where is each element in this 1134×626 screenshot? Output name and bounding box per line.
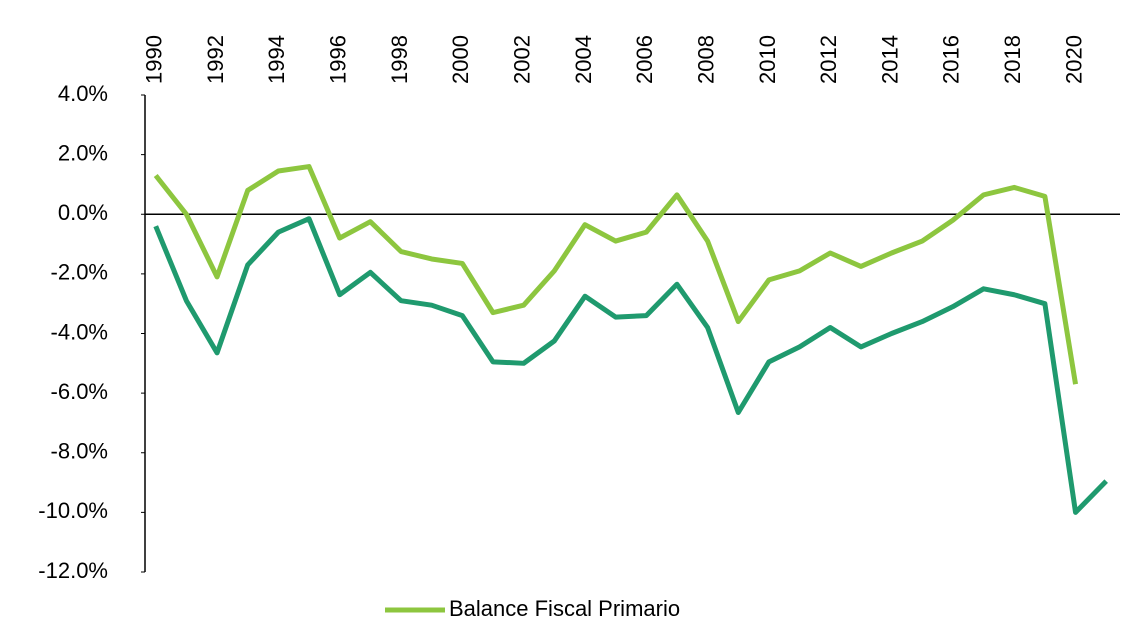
x-tick-label: 2018 — [1000, 35, 1025, 84]
x-tick-label: 2002 — [509, 35, 534, 84]
y-tick-label: -4.0% — [51, 319, 108, 344]
y-tick-label: 0.0% — [58, 200, 108, 225]
x-tick-label: 2014 — [877, 35, 902, 84]
x-tick-label: 2020 — [1061, 35, 1086, 84]
series-line — [153, 164, 1079, 385]
y-tick-label: -12.0% — [38, 558, 108, 583]
y-tick-label: 2.0% — [58, 140, 108, 165]
x-tick-label: 1992 — [203, 35, 228, 84]
x-tick-label: 1996 — [326, 35, 351, 84]
x-tick-label: 2000 — [448, 35, 473, 84]
x-tick-label: 1998 — [387, 35, 412, 84]
x-tick-label: 2010 — [755, 35, 780, 84]
x-tick-label: 2006 — [632, 35, 657, 84]
x-tick-label: 2016 — [939, 35, 964, 84]
x-tick-label: 1990 — [142, 35, 167, 84]
x-tick-label: 2004 — [571, 35, 596, 84]
y-tick-label: -10.0% — [38, 498, 108, 523]
y-tick-label: -6.0% — [51, 379, 108, 404]
legend-label: Balance Fiscal Primario — [449, 596, 680, 621]
x-tick-label: 1994 — [264, 35, 289, 84]
y-tick-label: 4.0% — [58, 81, 108, 106]
y-tick-label: -8.0% — [51, 439, 108, 464]
y-tick-label: -2.0% — [51, 260, 108, 285]
x-tick-label: 2008 — [693, 35, 718, 84]
x-tick-label: 2012 — [816, 35, 841, 84]
series-line — [153, 216, 1108, 515]
